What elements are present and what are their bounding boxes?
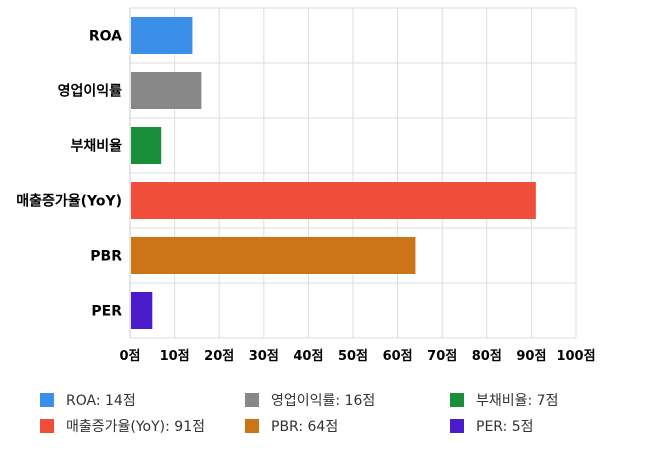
x-tick-label: 50점 xyxy=(338,349,368,364)
legend-item: PER: 5점 xyxy=(450,416,534,436)
x-tick-label: 90점 xyxy=(516,349,546,364)
x-tick-label: 70점 xyxy=(427,349,457,364)
legend-item: PBR: 64점 xyxy=(245,416,338,436)
legend-label: 매출증가율(YoY): 91점 xyxy=(66,419,205,435)
legend-swatch xyxy=(450,393,464,407)
bar xyxy=(131,127,162,164)
x-tick-label: 20점 xyxy=(204,349,234,364)
bars xyxy=(131,17,536,329)
tick-labels: 0점 10점 20점 30점 40점 50점 60점 70점 80점 90점 100점 xyxy=(119,349,595,364)
x-tick-label: 60점 xyxy=(383,349,413,364)
legend-item: ROA: 14점 xyxy=(40,390,136,410)
category-label: PER xyxy=(91,304,122,320)
legend-item: 영업이익률: 16점 xyxy=(245,390,375,410)
x-tick-label: 10점 xyxy=(160,349,190,364)
legend-swatch xyxy=(245,419,259,433)
legend-swatch xyxy=(450,419,464,433)
category-label: 부채비율 xyxy=(70,138,122,155)
legend-label: 영업이익률: 16점 xyxy=(271,393,376,409)
legend-label: PER: 5점 xyxy=(476,419,534,435)
legend-label: PBR: 64점 xyxy=(271,419,339,435)
legend-label: ROA: 14점 xyxy=(66,393,136,409)
bar xyxy=(131,72,202,109)
legend-item: 부채비율: 7점 xyxy=(450,390,558,410)
category-label: ROA xyxy=(89,29,122,45)
category-label: PBR xyxy=(90,249,122,265)
bar xyxy=(131,182,536,219)
legend-swatch xyxy=(40,419,54,433)
legend-item: 매출증가율(YoY): 91점 xyxy=(40,416,205,436)
bar xyxy=(131,17,193,54)
x-tick-label: 0점 xyxy=(119,349,140,364)
category-label: 영업이익률 xyxy=(58,83,123,100)
x-tick-label: 30점 xyxy=(249,349,279,364)
legend-swatch xyxy=(40,393,54,407)
x-tick-label: 100점 xyxy=(556,349,595,364)
bar xyxy=(131,237,416,274)
bar xyxy=(131,292,153,329)
x-tick-label: 40점 xyxy=(293,349,323,364)
legend-label: 부채비율: 7점 xyxy=(476,393,559,409)
x-tick-label: 80점 xyxy=(472,349,502,364)
grid xyxy=(129,7,577,339)
category-label: 매출증가율(YoY) xyxy=(16,193,122,210)
legend-swatch xyxy=(245,393,259,407)
